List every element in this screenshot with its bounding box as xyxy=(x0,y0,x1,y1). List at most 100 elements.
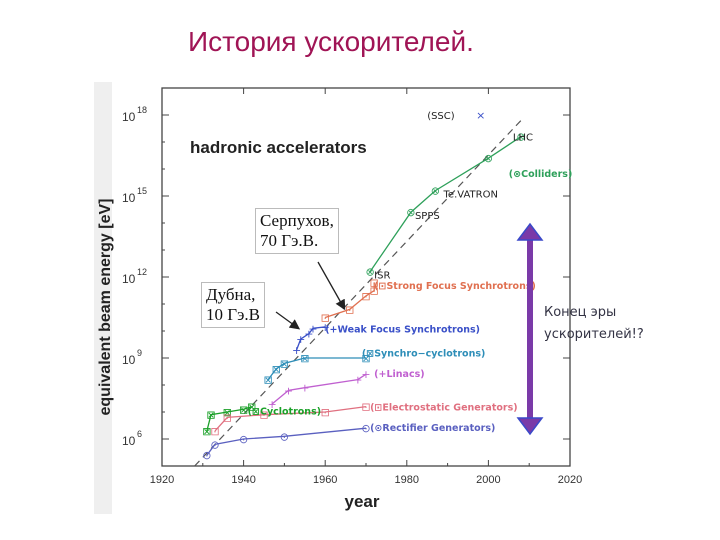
callout-serpukhov-line1: Серпухов, xyxy=(260,211,334,230)
y-tick-label: 10 xyxy=(122,434,136,448)
y-tick-exponent: 6 xyxy=(137,429,142,439)
series-label-rectifier: (⊙Rectifier Generators) xyxy=(370,423,495,434)
trend-line xyxy=(194,119,522,467)
series-line-cyclotrons xyxy=(206,405,253,432)
y-tick-label: 10 xyxy=(122,272,136,286)
end-of-era-note: Конец эры ускорителей!? xyxy=(544,302,644,346)
annotation-label: (SSC) xyxy=(427,111,455,122)
annotation-label: LHC xyxy=(513,133,533,144)
note-line-2: ускорителей!? xyxy=(544,327,644,342)
series-line-electrostatic xyxy=(214,405,367,432)
x-axis-label: year xyxy=(345,492,380,511)
end-of-era-arrow xyxy=(516,222,544,436)
series-label-colliders: (⊗Colliders) xyxy=(509,169,573,180)
series-point-electrostatic: ⊡ xyxy=(259,409,268,422)
chart-title: hadronic accelerators xyxy=(190,138,367,157)
series-point-linacs: + xyxy=(268,398,277,411)
series-point-rectifier: ⊙ xyxy=(280,430,289,443)
series-point-colliders: ⊗ xyxy=(516,131,525,144)
series-label-electrostatic: (⊡Electrostatic Generators) xyxy=(370,403,518,414)
series-point-linacs: + xyxy=(361,368,370,381)
series-point-colliders: ⊗ xyxy=(365,266,374,279)
x-tick-label: 1940 xyxy=(231,474,255,486)
series-line-synchro xyxy=(267,357,366,380)
scan-margin xyxy=(94,82,112,514)
series-point-linacs: + xyxy=(300,382,309,395)
series-line-strong xyxy=(324,282,375,319)
series-point-synchro: ⊠ xyxy=(361,352,370,365)
series-point-linacs: + xyxy=(353,374,362,387)
x-tick-label: 1960 xyxy=(313,474,337,486)
x-tick-label: 2020 xyxy=(558,474,582,486)
series-point-electrostatic: ⊡ xyxy=(223,411,232,424)
series-label-strong: (⊡Strong Focus Synchrotrons) xyxy=(374,281,536,292)
series-point-colliders: ⊗ xyxy=(484,152,493,165)
x-tick-label: 2000 xyxy=(476,474,500,486)
era-arrow-head-top xyxy=(516,222,544,241)
series-line-linacs xyxy=(271,373,367,405)
series-point-weak: + xyxy=(308,322,317,335)
series-point-cyclotrons: ⊠ xyxy=(223,406,232,419)
callout-serpukhov-line2: 70 Гэ.В. xyxy=(260,231,319,250)
note-line-1: Конец эры xyxy=(544,305,617,320)
series-point-weak: + xyxy=(304,328,313,341)
series-label-weak: (+Weak Focus Synchrotrons) xyxy=(325,324,480,335)
series-layer: ⊗⊗⊗⊗⊗⊡⊡⊡⊡⊡++++ +⊠⊠⊠ ⊠ ⊠++ +++⊠⊠ ⊠ ⊠⊠⊡⊡ ⊡ ⊡ ⊡⊙⊙ ⊙ ⊙⊙ xyxy=(202,131,525,463)
y-tick-label: 10 xyxy=(122,110,136,124)
callout-dubna-line2: 10 Гэ.В xyxy=(206,305,260,324)
series-point-weak: + xyxy=(296,333,305,346)
y-tick-exponent: 12 xyxy=(137,267,147,277)
serpukhov-arrow xyxy=(317,261,346,311)
series-labels: (⊗Colliders) (⊡Strong Focus Synchrotrons)… xyxy=(248,169,573,434)
series-point-weak: + xyxy=(292,344,301,357)
era-arrow-head-bottom xyxy=(516,417,544,436)
series-point-cyclotrons: ⊠ xyxy=(239,403,248,416)
ssc-marker: × xyxy=(476,109,485,122)
series-point-rectifier: ⊙ xyxy=(361,422,370,435)
series-point-rectifier: ⊙ xyxy=(202,449,211,462)
x-tick-label: 1980 xyxy=(395,474,419,486)
trend-dashed-line xyxy=(194,119,522,467)
series-point-strong: ⊡ xyxy=(345,303,354,316)
callout-arrows xyxy=(275,261,346,330)
series-point-strong: ⊡ xyxy=(370,276,379,289)
callout-dubna: Дубна, 10 Гэ.В xyxy=(201,282,265,328)
series-point-synchro: ⊠ xyxy=(280,357,289,370)
series-point-colliders: ⊗ xyxy=(431,185,440,198)
y-tick-exponent: 18 xyxy=(137,105,147,115)
series-point-electrostatic: ⊡ xyxy=(361,401,370,414)
series-point-synchro: ⊠ xyxy=(272,363,281,376)
annotation-label: Te.VATRON xyxy=(443,189,498,200)
series-point-weak: + xyxy=(321,321,330,334)
series-point-cyclotrons: ⊠ xyxy=(247,401,256,414)
slide-title: История ускорителей. xyxy=(188,26,474,57)
callout-serpukhov: Серпухов, 70 Гэ.В. xyxy=(255,208,339,254)
series-line-colliders xyxy=(369,136,522,272)
series-label-linacs: (+Linacs) xyxy=(374,369,424,380)
series-point-synchro: ⊠ xyxy=(263,374,272,387)
axes: hadronic accelerators 1920 1940 1960 1980 200… xyxy=(97,87,582,511)
y-tick-exponent: 9 xyxy=(137,348,142,358)
series-point-rectifier: ⊙ xyxy=(239,433,248,446)
series-point-linacs: + xyxy=(284,384,293,397)
series-label-cyclotrons: (⊠Cyclotrons) xyxy=(248,407,321,418)
x-tick-label: 1920 xyxy=(150,474,174,486)
series-label-synchro: (⊠Synchro−cyclotrons) xyxy=(362,349,485,360)
series-point-cyclotrons: ⊠ xyxy=(202,425,211,438)
series-point-strong: ⊡ xyxy=(361,290,370,303)
series-point-colliders: ⊗ xyxy=(406,206,415,219)
series-point-rectifier: ⊙ xyxy=(210,438,219,451)
y-tick-label: 10 xyxy=(122,191,136,205)
series-point-electrostatic: ⊡ xyxy=(321,406,330,419)
series-point-cyclotrons: ⊠ xyxy=(206,409,215,422)
y-axis-label: equivalent beam energy [eV] xyxy=(97,199,114,416)
dubna-arrow xyxy=(275,311,301,330)
series-line-weak xyxy=(295,326,326,351)
y-tick-label: 10 xyxy=(122,353,136,367)
series-point-electrostatic: ⊡ xyxy=(210,425,219,438)
series-line-rectifier xyxy=(206,427,367,456)
series-point-synchro: ⊠ xyxy=(300,352,309,365)
annotation-label: ISR xyxy=(374,270,390,281)
